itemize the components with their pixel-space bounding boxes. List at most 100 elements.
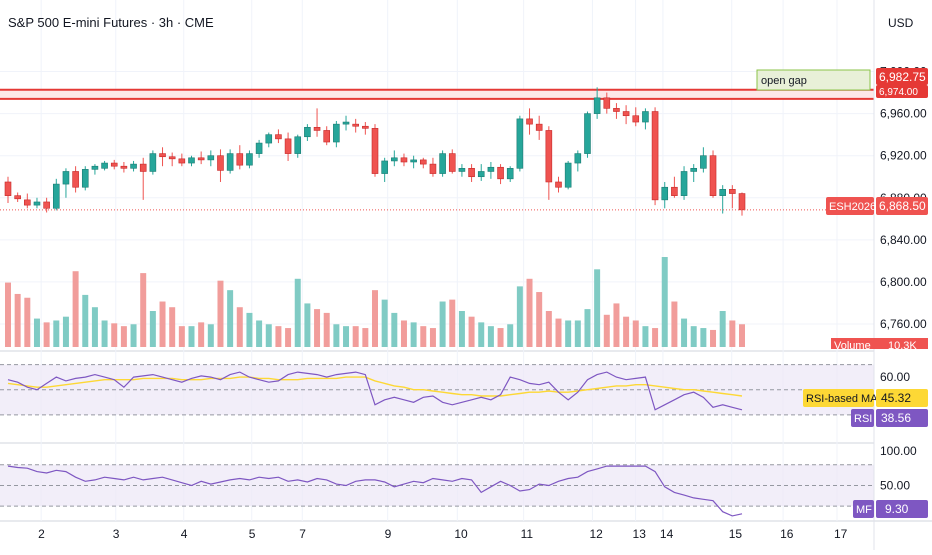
volume-bar [710, 329, 717, 347]
current-price: 6,868.50 [879, 199, 926, 213]
volume-bar [478, 322, 485, 347]
candle-up [91, 165, 99, 170]
open-gap-label: open gap [756, 69, 871, 91]
volume-bar [516, 286, 523, 347]
candle-down [178, 158, 186, 164]
volume-bar [507, 324, 514, 347]
candle-down [632, 115, 640, 123]
candle-up [584, 113, 591, 154]
rsi-pane [0, 364, 874, 416]
time-axis[interactable]: 2 3 4 5 7 9 10 11 12 13 14 15 16 17 [38, 527, 848, 541]
volume-bar [5, 282, 11, 347]
volume-bar [333, 324, 340, 347]
candle-up [255, 142, 263, 154]
candle-up [593, 97, 601, 114]
candle-down [497, 166, 504, 180]
volume-bar [120, 326, 127, 347]
volume-bar [574, 320, 581, 347]
volume-bar [236, 307, 243, 347]
time-tick-label: 12 [589, 527, 603, 541]
candle-down [729, 189, 736, 194]
mf-badge-bg [853, 500, 874, 518]
volume-bar [362, 328, 369, 347]
rsi-value: 38.56 [881, 411, 911, 425]
candle-down [110, 162, 118, 167]
candle-up [62, 171, 70, 185]
volume-bar [468, 316, 475, 347]
price-tick-label: 6,840.00 [880, 233, 927, 247]
candle-down [284, 138, 292, 154]
price-tick-label: 6,800.00 [880, 275, 927, 289]
volume-bar [410, 322, 417, 347]
volume-bar [700, 328, 707, 347]
volume-bar [43, 322, 50, 347]
price-tick-label: 6,760.00 [880, 317, 927, 331]
candle-up [188, 157, 195, 164]
volume-bar [159, 301, 166, 347]
price-tick-label: 6,920.00 [880, 149, 927, 163]
open-gap-text: open gap [761, 75, 807, 87]
volume-bar [256, 320, 263, 347]
volume-bar [642, 326, 649, 347]
candle-up [516, 118, 524, 169]
volume-bar [526, 278, 533, 347]
candle-down [603, 97, 611, 109]
volume-bar [584, 309, 591, 347]
candle-down [4, 181, 12, 196]
candle-down [419, 159, 427, 165]
volume-bar [198, 322, 205, 347]
symbol-badge-bg [826, 197, 874, 215]
volume-bar [497, 328, 504, 347]
rsi-tick-label: 60.00 [880, 370, 910, 384]
volume-bar [400, 320, 407, 347]
volume-bar [24, 297, 31, 347]
volume-bar [294, 278, 301, 347]
candle-up [294, 136, 302, 154]
candle-up [391, 157, 398, 162]
money-flow-pane [0, 464, 874, 517]
candlestick-series [0, 87, 874, 216]
volume-bar [372, 290, 378, 347]
volume-bar [53, 320, 60, 347]
volume-bar [545, 311, 552, 347]
candle-up [265, 134, 273, 144]
candle-up [207, 155, 215, 161]
candle-up [487, 166, 495, 172]
time-tick-label: 17 [834, 527, 848, 541]
mf-label: MF [856, 504, 872, 516]
candle-down [671, 186, 678, 196]
volume-bars [5, 257, 745, 347]
volume-bar [429, 328, 436, 347]
price-tick-label: 6,960.00 [880, 107, 927, 121]
candle-up [690, 168, 698, 172]
volume-bar [149, 311, 156, 347]
candle-up [661, 186, 669, 201]
candle-up [333, 123, 340, 143]
gap-lower-badge-bg [876, 85, 928, 98]
rsi-ma-label: RSI-based MA [806, 393, 878, 405]
time-tick-label: 7 [299, 527, 306, 541]
mf-tick-label: 50.00 [880, 478, 910, 492]
candle-down [555, 181, 562, 188]
volume-bar [381, 299, 388, 347]
candle-down [535, 123, 543, 131]
candle-down [651, 111, 659, 201]
candle-down [622, 111, 630, 117]
candle-up [439, 153, 446, 174]
gap-upper-price: 6,982.75 [879, 70, 926, 84]
time-tick-label: 3 [113, 527, 120, 541]
candle-down [24, 199, 31, 206]
candle-up [680, 171, 688, 196]
time-tick-label: 14 [660, 527, 674, 541]
candle-down [197, 157, 205, 161]
rsi-label: RSI [854, 413, 872, 425]
candle-down [72, 171, 79, 188]
volume-bar [352, 326, 359, 347]
candle-up [564, 162, 572, 188]
candle-down [400, 157, 408, 163]
candle-up [226, 153, 234, 171]
volume-bar [613, 303, 620, 347]
currency-label[interactable]: USD [888, 16, 914, 30]
